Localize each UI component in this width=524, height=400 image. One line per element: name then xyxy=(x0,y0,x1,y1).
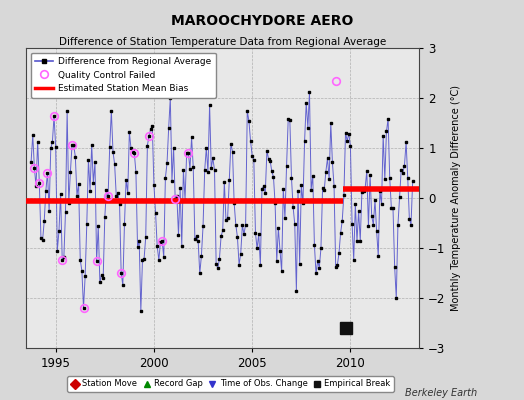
Y-axis label: Monthly Temperature Anomaly Difference (°C): Monthly Temperature Anomaly Difference (… xyxy=(451,85,461,311)
Legend: Station Move, Record Gap, Time of Obs. Change, Empirical Break: Station Move, Record Gap, Time of Obs. C… xyxy=(68,376,394,392)
Title: Difference of Station Temperature Data from Regional Average: Difference of Station Temperature Data f… xyxy=(59,37,386,47)
Text: Berkeley Earth: Berkeley Earth xyxy=(405,388,477,398)
Text: MAROOCHYDORE AERO: MAROOCHYDORE AERO xyxy=(171,14,353,28)
Legend: Difference from Regional Average, Quality Control Failed, Estimated Station Mean: Difference from Regional Average, Qualit… xyxy=(31,52,215,98)
